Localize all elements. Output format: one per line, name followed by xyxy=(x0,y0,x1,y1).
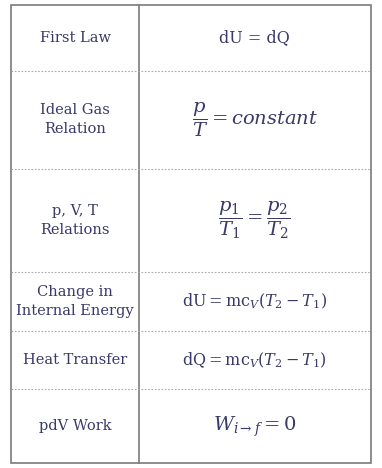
Text: Change in
Internal Energy: Change in Internal Energy xyxy=(16,285,134,318)
Text: $\dfrac{p_1}{T_1} = \dfrac{p_2}{T_2}$: $\dfrac{p_1}{T_1} = \dfrac{p_2}{T_2}$ xyxy=(219,200,291,241)
Text: $\mathrm{dU = mc}_{V}(T_2 - T_1)$: $\mathrm{dU = mc}_{V}(T_2 - T_1)$ xyxy=(182,292,327,311)
Text: p, V, T
Relations: p, V, T Relations xyxy=(40,204,110,237)
Text: Heat Transfer: Heat Transfer xyxy=(23,353,127,367)
Text: $\dfrac{p}{T} = \mathit{constant}$: $\dfrac{p}{T} = \mathit{constant}$ xyxy=(192,101,318,139)
Text: dU = dQ: dU = dQ xyxy=(219,29,290,46)
Text: $\mathrm{dQ = mc}_{V}(T_2 - T_1)$: $\mathrm{dQ = mc}_{V}(T_2 - T_1)$ xyxy=(182,350,327,370)
Text: pdV Work: pdV Work xyxy=(39,419,112,433)
Text: Ideal Gas
Relation: Ideal Gas Relation xyxy=(40,103,110,136)
Text: First Law: First Law xyxy=(40,31,111,44)
Text: $W_{i\rightarrow f} = 0$: $W_{i\rightarrow f} = 0$ xyxy=(213,414,296,439)
